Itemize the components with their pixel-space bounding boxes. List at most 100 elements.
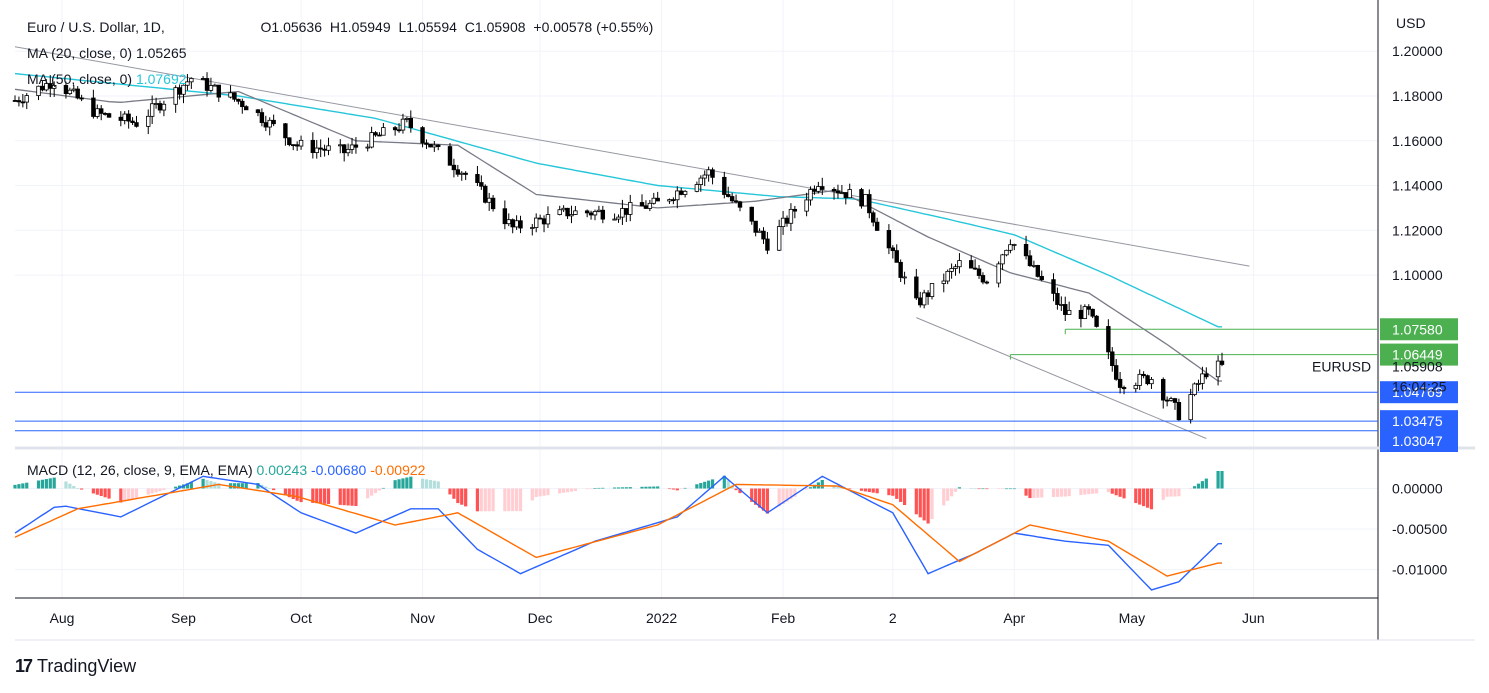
macd-histogram-bar [722, 475, 726, 489]
macd-histogram-bar [812, 484, 817, 489]
time-axis-label: Apr [1003, 610, 1025, 626]
candle-bull [514, 220, 519, 228]
candle-bull [228, 92, 233, 98]
time-axis-label: Dec [528, 610, 553, 626]
tradingview-logo[interactable]: 17 TradingView [15, 656, 136, 677]
candle-bull [847, 189, 852, 199]
candle-bear [749, 206, 754, 222]
candle-bear [871, 212, 876, 223]
macd-histogram-bar [377, 488, 382, 491]
macd-histogram-bar [781, 488, 785, 504]
candle-bull [592, 211, 598, 216]
macd-histogram-bar [80, 488, 84, 490]
candle-bull [212, 84, 218, 87]
candle-bull [996, 263, 1001, 284]
candle-bull [189, 78, 194, 83]
macd-histogram-bar [820, 479, 824, 489]
candle-bear [1051, 279, 1056, 294]
macd-histogram-bar [918, 488, 922, 518]
candle-bear [584, 210, 590, 214]
candle-bull [486, 197, 492, 203]
macd-histogram-bar [393, 480, 397, 489]
candle-bull [1059, 304, 1064, 306]
candle-bear [353, 144, 359, 148]
candle-bear [1145, 375, 1150, 385]
macd-histogram-bar [123, 488, 127, 502]
macd-legend: MACD (12, 26, close, 9, EMA, EMA) 0.0024… [27, 462, 425, 478]
price-level-tag-label: 1.03475 [1392, 413, 1443, 429]
candle-bear [541, 218, 547, 225]
candle-bear [287, 137, 292, 146]
candle-bull [941, 280, 946, 284]
candle-bull [675, 190, 680, 201]
macd-histogram-bar [36, 480, 41, 489]
time-axis-label: Aug [50, 610, 75, 626]
macd-histogram-bar [546, 488, 550, 496]
ma50-line [14, 72, 1222, 328]
candle-bull [863, 194, 868, 207]
price-tick-label: 1.12000 [1392, 222, 1443, 238]
macd-histogram-bar [1192, 486, 1197, 489]
macd-histogram-bar [1177, 488, 1181, 497]
macd-histogram-bar [119, 488, 123, 503]
macd-histogram-bar [620, 487, 625, 489]
macd-histogram-bar [373, 488, 378, 494]
candle-bear [118, 116, 124, 121]
candle-bull [569, 214, 574, 217]
macd-histogram-bar [777, 488, 781, 507]
macd-histogram-bar [99, 488, 103, 497]
candle-bear [968, 260, 974, 269]
macd-histogram-bar [420, 478, 425, 489]
macd-histogram-bar [534, 488, 538, 497]
candle-bull [400, 118, 406, 131]
candle-bull [776, 226, 782, 251]
candle-bull [628, 202, 633, 215]
macd-histogram-bar [424, 479, 429, 489]
macd-histogram-bar [887, 488, 891, 496]
macd-histogram-bar [1051, 488, 1056, 498]
candle-bear [1141, 373, 1146, 377]
candle-bear [240, 100, 245, 108]
candle-bear [79, 97, 84, 100]
candle-bear [1086, 306, 1091, 310]
macd-histogram-bar [1012, 488, 1016, 490]
macd-histogram-bar [1196, 483, 1201, 489]
candle-bear [322, 148, 327, 151]
macd-histogram-bar [1091, 488, 1095, 494]
macd-histogram-bar [726, 480, 730, 489]
candle-bear [867, 194, 872, 214]
macd-histogram-bar [1149, 488, 1154, 510]
macd-histogram-bar [957, 487, 962, 489]
candle-bear [537, 217, 543, 220]
candle-bear [980, 275, 986, 283]
macd-histogram-bar [699, 483, 703, 489]
macd-histogram-bar [338, 488, 342, 505]
macd-histogram-bar [1063, 488, 1067, 497]
candle-bear [859, 189, 864, 207]
macd-histogram-bar [926, 488, 930, 524]
macd-histogram-bar [209, 481, 213, 489]
macd-histogram-bar [875, 488, 879, 494]
macd-histogram-bar [628, 487, 632, 489]
candle-bear [451, 164, 457, 171]
candle-bear [1204, 373, 1209, 378]
candle-bear [75, 88, 80, 99]
candle-bull [345, 148, 351, 154]
candle-bear [259, 112, 265, 123]
macd-histogram-bar [695, 484, 699, 489]
macd-histogram-bar [68, 483, 72, 489]
macd-histogram-bar [565, 488, 570, 493]
signal-line [14, 483, 1222, 577]
candle-bear [294, 144, 300, 147]
macd-histogram-bar [832, 485, 836, 489]
candle-bear [91, 97, 96, 117]
macd-histogram-bar [1094, 488, 1099, 494]
candle-bear [588, 212, 594, 216]
candle-bull [1200, 373, 1205, 384]
macd-histogram-bar [162, 488, 166, 491]
macd-histogram-bar [710, 479, 715, 489]
macd-tick-label: -0.00500 [1392, 521, 1447, 537]
candle-bull [1196, 382, 1201, 385]
price-tick-label: 1.18000 [1392, 88, 1443, 104]
